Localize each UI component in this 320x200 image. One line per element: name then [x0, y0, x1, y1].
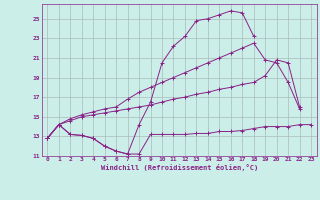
X-axis label: Windchill (Refroidissement éolien,°C): Windchill (Refroidissement éolien,°C) — [100, 164, 258, 171]
